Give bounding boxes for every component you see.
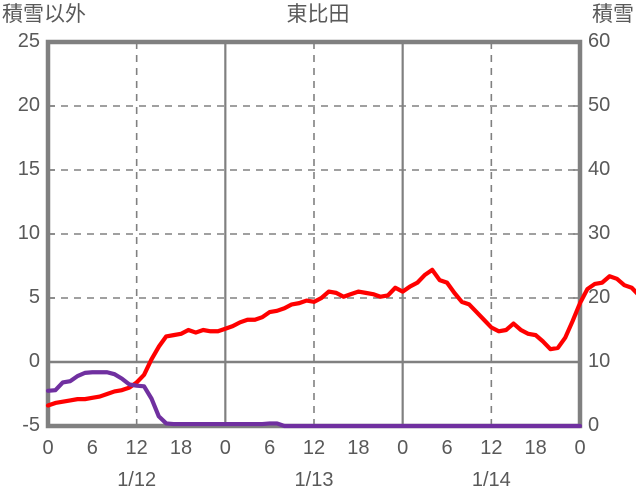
left-axis-title: 積雪以外 [2, 3, 86, 26]
y-axis-right-tick-label: 30 [588, 222, 611, 244]
y-axis-left-tick-label: 15 [17, 158, 40, 180]
y-axis-left-tick-label: 25 [17, 30, 40, 52]
x-axis-tick-label: 12 [125, 437, 148, 459]
x-axis-tick-label: 12 [302, 437, 326, 459]
series-layer [45, 267, 636, 429]
y-axis-left-tick-label: 20 [17, 94, 40, 116]
x-axis-tick-label: 0 [574, 437, 586, 459]
x-axis-tick-label: 6 [86, 437, 98, 459]
y-axis-right-tick-label: 60 [588, 30, 611, 52]
y-axis-right-tick-label: 20 [588, 286, 611, 308]
series-line-snow-depth [45, 370, 583, 429]
x-axis-day-label: 1/13 [294, 469, 334, 491]
gridlines [48, 42, 580, 426]
y-axis-left-tick-label: 0 [28, 350, 40, 372]
series-line-other-than-snow [45, 267, 636, 408]
x-axis-tick-label: 6 [441, 437, 453, 459]
y-axis-right-tick-label: 50 [588, 94, 611, 116]
y-axis-left-tick-label: -5 [22, 414, 40, 436]
x-axis-tick-label: 0 [219, 437, 231, 459]
x-axis-day-label: 1/14 [471, 469, 511, 491]
x-axis-tick-label: 12 [480, 437, 503, 459]
x-axis-day-label: 1/12 [117, 469, 157, 491]
y-axis-left-tick-label: 10 [17, 222, 40, 244]
x-axis-tick-label: 0 [397, 437, 409, 459]
y-axis-right-tick-label: 40 [588, 158, 611, 180]
chart-title: 東比田 [286, 3, 350, 26]
x-axis-tick-label: 6 [264, 437, 276, 459]
y-axis-left-tick-label: 5 [28, 286, 40, 308]
y-axis-right-tick-label: 10 [588, 350, 611, 372]
y-axis-right-tick-label: 0 [588, 414, 600, 436]
right-axis-title: 積雪 [592, 3, 634, 26]
x-axis-tick-label: 18 [524, 437, 547, 459]
x-axis-tick-label: 18 [347, 437, 370, 459]
x-axis-tick-label: 18 [169, 437, 193, 459]
x-axis-tick-label: 0 [42, 437, 54, 459]
